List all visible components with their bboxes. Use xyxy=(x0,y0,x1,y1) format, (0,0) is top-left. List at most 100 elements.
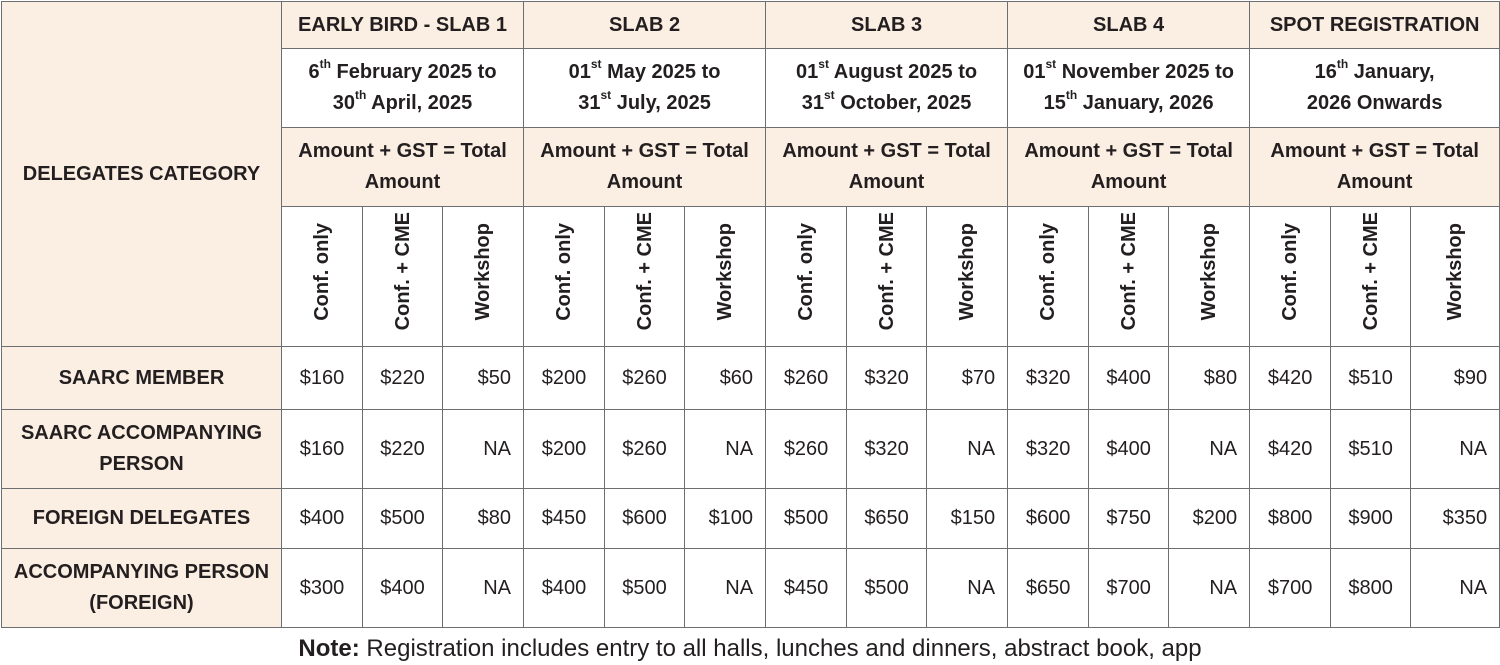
fee-value: $350 xyxy=(1442,507,1488,529)
delegate-category-line: PERSON xyxy=(99,453,184,475)
fee-cell: NA xyxy=(926,548,1009,628)
fee-cell: $600 xyxy=(1007,488,1090,549)
fee-cell: $220 xyxy=(362,409,443,489)
amount-formula: Amount + GST = Total xyxy=(540,140,749,162)
fee-value: $420 xyxy=(1267,437,1313,460)
sub-column-label: Conf. only xyxy=(795,222,818,321)
slab-date-end-rest: July, 2025 xyxy=(611,92,711,114)
fee-value: $160 xyxy=(299,366,345,389)
fee-cell: $320 xyxy=(846,409,928,489)
fee-value: $400 xyxy=(541,576,587,599)
slab-date-end: 31st October, 2025 xyxy=(767,88,1007,119)
sub-column-label: Workshop xyxy=(714,222,737,321)
slab-date-start-rest: January, xyxy=(1348,61,1435,83)
sub-column-label: Conf. only xyxy=(1279,222,1302,321)
fee-cell: $80 xyxy=(441,488,525,549)
sub-column-header: Conf. + CME xyxy=(604,206,686,347)
fee-row: SAARC ACCOMPANYING PERSON $160 $220 NA $200 $2… xyxy=(1,409,1500,489)
fee-cell: $80 xyxy=(1168,346,1251,410)
sub-column-label: Workshop xyxy=(472,222,495,321)
fee-cell: $510 xyxy=(1330,346,1412,410)
fee-cell: NA xyxy=(1168,409,1251,489)
slab-date-start: 01st August 2025 to xyxy=(767,57,1007,88)
sub-column-header: Conf. + CME xyxy=(846,206,928,347)
slab-dates-4: 01st November 2025 to 15th January, 2026 xyxy=(1007,48,1251,128)
slab-amount-header-2: Amount + GST = Total Amount xyxy=(523,127,767,207)
fee-value: $220 xyxy=(380,366,425,389)
fee-value: $510 xyxy=(1348,437,1393,460)
slab-date-start-suffix: st xyxy=(818,57,829,72)
fee-value: $320 xyxy=(1025,437,1071,460)
slab-title-text: SLAB 3 xyxy=(851,13,923,36)
fee-cell: NA xyxy=(1410,548,1500,628)
delegate-category: SAARC ACCOMPANYING PERSON xyxy=(1,409,282,489)
slab-date-end: 31st July, 2025 xyxy=(525,88,765,119)
fee-value: $260 xyxy=(783,437,829,460)
sub-column-label: Conf. only xyxy=(311,222,333,321)
sub-column-label: Conf. only xyxy=(1037,222,1060,321)
slab-date-start-number: 01 xyxy=(796,61,819,83)
slab-date-start: 16th January, xyxy=(1251,57,1499,88)
slab-date-end-suffix: st xyxy=(600,88,612,103)
slab-date-start: 01st May 2025 to xyxy=(525,57,765,88)
fee-value: $400 xyxy=(1106,366,1151,389)
fee-cell: $320 xyxy=(846,346,928,410)
amount-label: Amount xyxy=(1090,171,1167,193)
fee-cell: $400 xyxy=(362,548,443,628)
fee-cell: $160 xyxy=(281,346,363,410)
amount-label: Amount xyxy=(1336,171,1413,193)
fee-cell: $420 xyxy=(1249,346,1332,410)
fee-cell: $650 xyxy=(1007,548,1090,628)
sub-column-header: Conf. + CME xyxy=(362,206,443,347)
sub-column-header: Workshop xyxy=(684,206,767,347)
fee-value: $800 xyxy=(1348,576,1393,599)
fee-cell: $320 xyxy=(1007,346,1090,410)
slab-date-end-rest: October, 2025 xyxy=(834,92,972,114)
amount-formula: Amount + GST = Total xyxy=(298,140,507,162)
sub-column-label: Conf. + CME xyxy=(1117,212,1140,331)
fee-value: $320 xyxy=(864,366,909,389)
fee-cell: $100 xyxy=(684,488,767,549)
delegate-category-line: SAARC ACCOMPANYING xyxy=(20,422,263,444)
fee-cell: $510 xyxy=(1330,409,1412,489)
fee-cell: $400 xyxy=(1088,409,1170,489)
fee-value: NA xyxy=(483,576,512,599)
fee-value: $650 xyxy=(864,507,909,529)
fee-cell: $350 xyxy=(1410,488,1500,549)
registration-note: Note: Registration includes entry to all… xyxy=(0,634,1500,664)
fee-cell: $60 xyxy=(684,346,767,410)
fee-cell: $650 xyxy=(846,488,928,549)
slab-date-start: 01st November 2025 to xyxy=(1009,57,1249,88)
slab-date-end-suffix: th xyxy=(1065,88,1078,103)
slab-amount-header-3: Amount + GST = Total Amount xyxy=(765,127,1009,207)
fee-cell: $50 xyxy=(441,346,525,410)
slab-date-start-number: 6 xyxy=(308,61,320,83)
fee-row: SAARC MEMBER $160 $220 $50 $200 $260 $60 $260 $3… xyxy=(1,346,1500,410)
fee-cell: $450 xyxy=(523,488,606,549)
fee-value: $160 xyxy=(299,437,345,460)
sub-column-label: Conf. + CME xyxy=(1359,212,1382,331)
slab-date-end-suffix: st xyxy=(823,88,835,103)
slab-amount-header-4: Amount + GST = Total Amount xyxy=(1007,127,1251,207)
fee-value: $800 xyxy=(1267,507,1313,529)
fee-cell: $800 xyxy=(1330,548,1412,628)
slab-date-end-number: 15 xyxy=(1043,92,1066,114)
sub-column-header: Conf. only xyxy=(281,206,363,347)
sub-column-header: Conf. only xyxy=(1249,206,1332,347)
sub-column-label: Conf. + CME xyxy=(875,212,898,331)
fee-cell: $500 xyxy=(846,548,928,628)
slab-title-text: SLAB 4 xyxy=(1093,13,1165,36)
slab-date-start-number: 16 xyxy=(1314,61,1337,83)
fee-value: $400 xyxy=(1106,437,1151,460)
fee-cell: NA xyxy=(684,548,767,628)
delegate-category: FOREIGN DELEGATES xyxy=(1,488,282,549)
fee-cell: $200 xyxy=(523,409,606,489)
fee-cell: $420 xyxy=(1249,409,1332,489)
fee-value: NA xyxy=(1209,437,1238,460)
sub-column-label: Workshop xyxy=(1444,222,1467,321)
slab-title-text: EARLY BIRD - SLAB 1 xyxy=(298,13,507,36)
note-label: Note: xyxy=(298,635,360,662)
fee-value: $700 xyxy=(1267,576,1313,599)
slab-date-end-number: 30 xyxy=(332,92,355,114)
fee-cell: $450 xyxy=(765,548,848,628)
